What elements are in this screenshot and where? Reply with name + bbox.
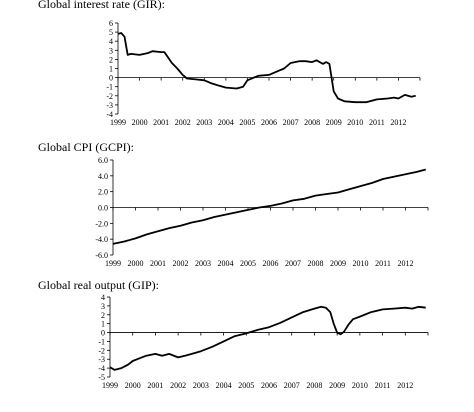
interest-rate-y-tick-label: 1: [109, 65, 113, 74]
interest-rate-x-tick-label: 2007: [283, 118, 299, 127]
interest-rate-x-tick-label: 2003: [196, 118, 212, 127]
cpi-x-tick-label: 1999: [105, 259, 121, 268]
real-output-x-tick-label: 2004: [216, 381, 232, 390]
cpi-x-tick-label: 2006: [263, 259, 279, 268]
real-output-x-tick-label: 2005: [238, 381, 254, 390]
interest-rate-y-tick-label: -2: [106, 92, 113, 101]
interest-rate-y-tick-label: 6: [109, 19, 113, 28]
cpi-x-tick-label: 2000: [128, 259, 144, 268]
real-output-x-tick-label: 2012: [397, 381, 413, 390]
real-output-x-tick-label: 2006: [261, 381, 277, 390]
interest-rate-series-line: [117, 32, 416, 104]
real-output-y-tick-label: -3: [98, 355, 105, 364]
real-output-x-tick-label: 2008: [306, 381, 322, 390]
real-output-x-tick-label: 2001: [147, 381, 163, 390]
cpi-x-tick-label: 2009: [330, 259, 346, 268]
cpi-x-tick-label: 2005: [240, 259, 256, 268]
cpi-y-tick-label: -6.0: [95, 251, 108, 260]
interest-rate-x-tick-label: 2004: [218, 118, 234, 127]
real-output-x-tick-label: 2009: [329, 381, 345, 390]
interest-rate-y-tick-label: 0: [109, 74, 113, 83]
chart-title-interest-rate: Global interest rate (GIR):: [38, 0, 165, 11]
real-output-y-tick-label: -5: [98, 373, 105, 382]
cpi-y-tick-label: 0.0: [98, 204, 108, 213]
interest-rate-y-tick-label: 5: [109, 28, 113, 37]
cpi-x-tick-label: 2012: [398, 259, 414, 268]
interest-rate-x-tick-label: 2010: [347, 118, 363, 127]
interest-rate-y-tick-label: -3: [106, 101, 113, 110]
real-output-y-tick-label: 1: [101, 320, 105, 329]
interest-rate-x-tick-label: 1999: [110, 118, 126, 127]
real-output-y-tick-label: -4: [98, 364, 105, 373]
real-output-series-line: [109, 305, 426, 371]
cpi-x-tick-label: 2008: [308, 259, 324, 268]
cpi-y-tick-label: -2.0: [95, 219, 108, 228]
cpi-y-tick-label: -4.0: [95, 235, 108, 244]
real-output-y-tick-label: -1: [98, 337, 105, 346]
interest-rate-x-tick-label: 2006: [261, 118, 277, 127]
interest-rate-x-tick-label: 2000: [132, 118, 148, 127]
cpi-x-tick-label: 2011: [375, 259, 391, 268]
interest-rate-y-tick-label: 4: [109, 37, 113, 46]
interest-rate-y-tick-label: -4: [106, 110, 113, 119]
interest-rate-y-tick-label: 2: [109, 55, 113, 64]
real-output-x-tick-label: 2003: [193, 381, 209, 390]
chart-title-real-output: Global real output (GIP):: [38, 278, 159, 292]
cpi-x-tick-label: 2004: [218, 259, 234, 268]
interest-rate-x-tick-label: 2009: [326, 118, 342, 127]
chart-title-cpi: Global CPI (GCPI):: [38, 140, 134, 154]
real-output-x-tick-label: 1999: [102, 381, 118, 390]
interest-rate-x-tick-label: 2001: [153, 118, 169, 127]
cpi-x-tick-label: 2007: [285, 259, 301, 268]
interest-rate-x-tick-label: 2005: [239, 118, 255, 127]
cpi-y-tick-label: 4.0: [98, 172, 108, 181]
real-output-x-tick-label: 2000: [125, 381, 141, 390]
interest-rate-x-tick-label: 2002: [175, 118, 191, 127]
interest-rate-x-tick-label: 2011: [369, 118, 385, 127]
real-output-x-tick-label: 2007: [284, 381, 300, 390]
interest-rate-x-tick-label: 2008: [304, 118, 320, 127]
cpi-series-line: [112, 168, 427, 245]
real-output-y-tick-label: 0: [101, 329, 105, 338]
cpi-x-tick-label: 2003: [195, 259, 211, 268]
real-output-y-tick-label: -2: [98, 346, 105, 355]
cpi-y-tick-label: 2.0: [98, 188, 108, 197]
cpi-x-tick-label: 2001: [150, 259, 166, 268]
real-output-x-tick-label: 2002: [170, 381, 186, 390]
real-output-y-tick-label: 4: [101, 293, 105, 302]
cpi-x-tick-label: 2010: [353, 259, 369, 268]
interest-rate-y-tick-label: -1: [106, 83, 113, 92]
real-output-y-tick-label: 3: [101, 302, 105, 311]
cpi-x-tick-label: 2002: [173, 259, 189, 268]
interest-rate-y-tick-label: 3: [109, 46, 113, 55]
real-output-x-tick-label: 2011: [375, 381, 391, 390]
cpi-y-tick-label: 6.0: [98, 156, 108, 165]
interest-rate-x-tick-label: 2012: [390, 118, 406, 127]
real-output-y-tick-label: 2: [101, 311, 105, 320]
real-output-x-tick-label: 2010: [352, 381, 368, 390]
